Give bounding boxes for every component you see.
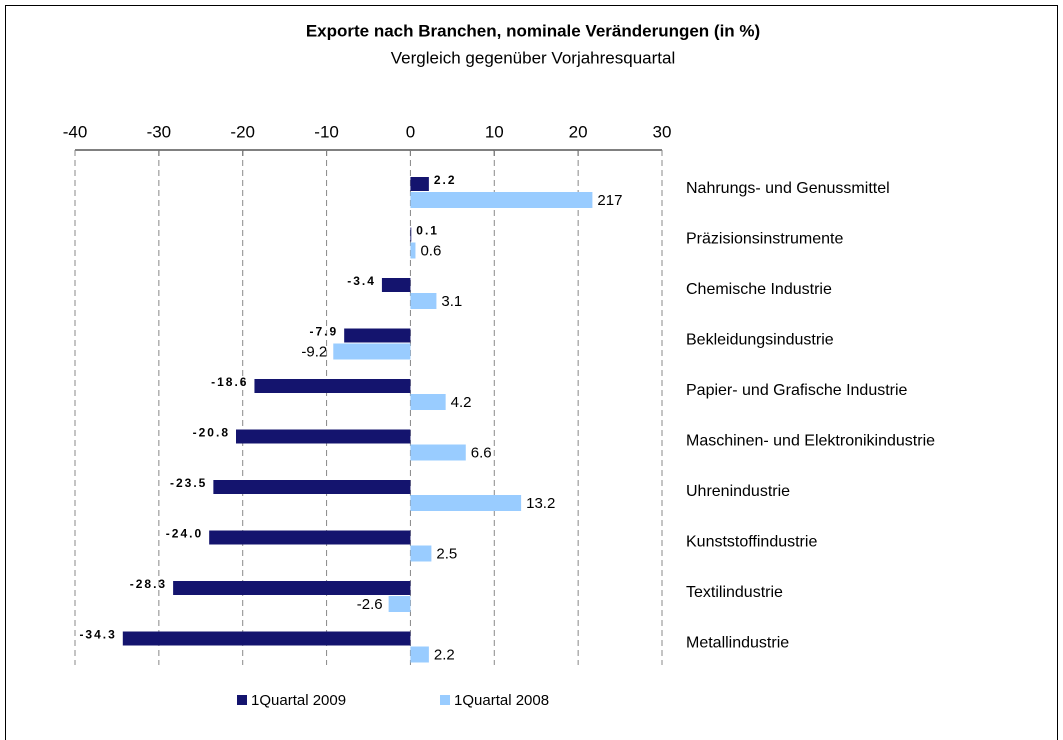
value-label: -9.2 xyxy=(301,343,327,360)
bar xyxy=(410,545,432,562)
bar xyxy=(410,394,446,410)
chart-title: Exporte nach Branchen, nominale Veränder… xyxy=(306,21,760,40)
category-label: Uhrenindustrie xyxy=(686,483,790,500)
x-tick-label: -10 xyxy=(314,122,339,141)
x-tick-label: 20 xyxy=(569,122,588,141)
value-label: 4.2 xyxy=(451,394,472,411)
bar xyxy=(410,192,593,208)
value-label: 2.2 xyxy=(434,646,455,663)
x-tick-label: 10 xyxy=(485,122,504,141)
x-tick-label: -20 xyxy=(230,122,255,141)
value-label: -28.3 xyxy=(130,577,167,591)
value-label: 13.2 xyxy=(526,495,555,512)
bar xyxy=(388,596,411,612)
value-label: -7.9 xyxy=(309,325,338,339)
x-tick-label: 30 xyxy=(653,122,672,141)
legend-label: 1Quartal 2009 xyxy=(251,692,346,709)
bar xyxy=(333,343,411,360)
bar xyxy=(410,227,412,242)
value-label: -2.6 xyxy=(357,596,383,613)
chart-subtitle: Vergleich gegenüber Vorjahresquartal xyxy=(391,48,675,67)
category-label: Kunststoffindustrie xyxy=(686,534,817,551)
bar xyxy=(410,646,429,663)
value-label: -24.0 xyxy=(166,527,203,541)
value-label: -23.5 xyxy=(170,476,207,490)
value-label: -3.4 xyxy=(347,274,376,288)
value-label: 3.1 xyxy=(441,293,462,310)
value-label: -34.3 xyxy=(79,628,116,642)
value-label: 0.1 xyxy=(416,224,439,238)
bar xyxy=(209,530,411,545)
legend-label: 1Quartal 2008 xyxy=(454,692,549,709)
legend-swatch xyxy=(237,695,247,705)
category-label: Papier- und Grafische Industrie xyxy=(686,382,908,399)
bar xyxy=(381,278,411,292)
frame xyxy=(5,5,1058,740)
bar xyxy=(213,480,411,494)
bar xyxy=(410,293,437,309)
category-label: Chemische Industrie xyxy=(686,281,832,298)
category-label: Textilindustrie xyxy=(686,584,783,601)
legend-swatch xyxy=(440,695,450,705)
bar xyxy=(410,495,522,511)
bar xyxy=(122,631,411,646)
value-label: 6.6 xyxy=(471,444,492,461)
value-label: 2.2 xyxy=(434,173,457,187)
bar xyxy=(254,379,411,393)
category-label: Metallindustrie xyxy=(686,635,789,652)
category-label: Bekleidungsindustrie xyxy=(686,332,834,349)
value-label: -18.6 xyxy=(211,375,248,389)
category-label: Nahrungs- und Genussmittel xyxy=(686,180,890,197)
bar xyxy=(236,429,411,444)
value-label: 2.5 xyxy=(436,545,457,562)
bar xyxy=(410,242,416,259)
value-label: 0.6 xyxy=(420,242,441,259)
x-tick-label: 0 xyxy=(406,122,415,141)
bar xyxy=(173,581,411,595)
category-label: Maschinen- und Elektronikindustrie xyxy=(686,433,935,450)
bar xyxy=(410,444,466,461)
x-tick-label: -40 xyxy=(63,122,88,141)
bar xyxy=(344,328,411,343)
value-label: -20.8 xyxy=(193,426,230,440)
bar xyxy=(410,177,429,191)
value-label: 217 xyxy=(597,192,622,209)
category-label: Präzisionsinstrumente xyxy=(686,231,844,248)
x-tick-label: -30 xyxy=(147,122,172,141)
